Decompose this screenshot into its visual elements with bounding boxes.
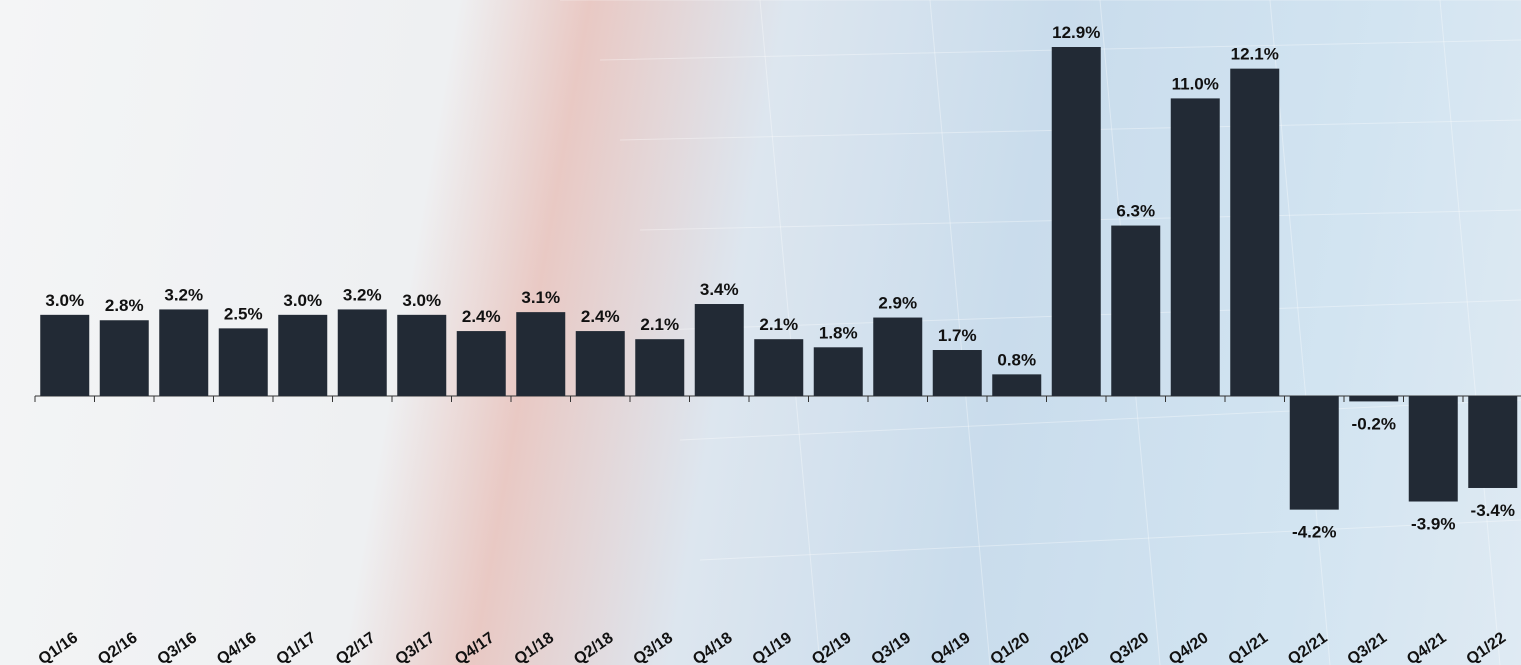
x-tick-label: Q4/19 [928,629,974,665]
bar [813,347,863,396]
x-tick-label: Q2/18 [571,629,617,665]
data-label: 3.2% [164,285,203,304]
data-label: -3.4% [1471,501,1515,520]
data-label: -3.9% [1411,515,1455,534]
x-tick-label: Q4/17 [452,629,498,665]
bar [932,350,982,396]
data-label: 3.1% [521,288,560,307]
x-tick-label: Q4/20 [1166,629,1212,665]
x-tick-label: Q1/19 [750,629,796,665]
data-label: 2.5% [224,304,263,323]
bar [1468,396,1518,488]
x-tick-label: Q3/21 [1345,629,1391,665]
data-label: 6.3% [1116,202,1155,221]
bar [40,314,90,396]
data-label: 0.8% [997,350,1036,369]
data-label: 2.1% [640,315,679,334]
bar [1408,396,1458,502]
data-label: 11.0% [1172,74,1219,93]
x-tick-label: Q1/17 [274,629,320,665]
bar [159,309,209,396]
x-tick-label: Q1/21 [1226,629,1272,665]
data-label: -4.2% [1292,523,1336,542]
bar [397,314,447,396]
data-label: 2.4% [581,307,620,326]
x-tick-label: Q3/17 [393,629,439,665]
bar [992,374,1042,396]
x-tick-label: Q1/18 [512,629,558,665]
bar [694,304,744,396]
data-label: 1.8% [819,323,858,342]
data-label: 12.9% [1052,23,1100,42]
data-label: -0.2% [1352,414,1396,433]
x-tick-label: Q1/16 [36,629,82,665]
bar [754,339,804,396]
bar [99,320,149,396]
x-tick-label: Q4/16 [214,629,260,665]
data-label: 12.1% [1231,45,1279,64]
data-label: 2.9% [878,294,917,313]
bar [456,331,506,396]
bar [218,328,268,396]
bar [1051,47,1101,396]
bar [575,331,625,396]
bar [635,339,685,396]
x-tick-label: Q3/20 [1107,629,1153,665]
bar [1170,98,1220,396]
x-tick-label: Q1/22 [1464,629,1510,665]
x-tick-label: Q2/16 [95,629,141,665]
bar [337,309,387,396]
x-tick-label: Q3/16 [155,629,201,665]
x-tick-label: Q1/20 [988,629,1034,665]
x-tick-label: Q2/17 [333,629,379,665]
data-label: 2.8% [105,296,144,315]
data-label: 1.7% [938,326,977,345]
x-tick-label: Q2/21 [1285,629,1331,665]
x-tick-label: Q3/19 [869,629,915,665]
data-label: 3.0% [283,291,322,310]
bar [1289,396,1339,510]
bar [1111,225,1161,396]
bar [516,312,566,396]
data-label: 3.2% [343,285,382,304]
bar [1230,68,1280,397]
x-tick-label: Q2/20 [1047,629,1093,665]
bar [1349,396,1399,402]
data-label: 2.4% [462,307,501,326]
data-label: 3.4% [700,280,739,299]
data-label: 3.0% [402,291,441,310]
bar [278,314,328,396]
data-label: 2.1% [759,315,798,334]
data-label: 3.0% [45,291,84,310]
x-tick-label: Q4/21 [1404,629,1450,665]
x-tick-label: Q4/18 [690,629,736,665]
bar [873,317,923,396]
x-tick-label: Q2/19 [809,629,855,665]
x-tick-label: Q3/18 [631,629,677,665]
